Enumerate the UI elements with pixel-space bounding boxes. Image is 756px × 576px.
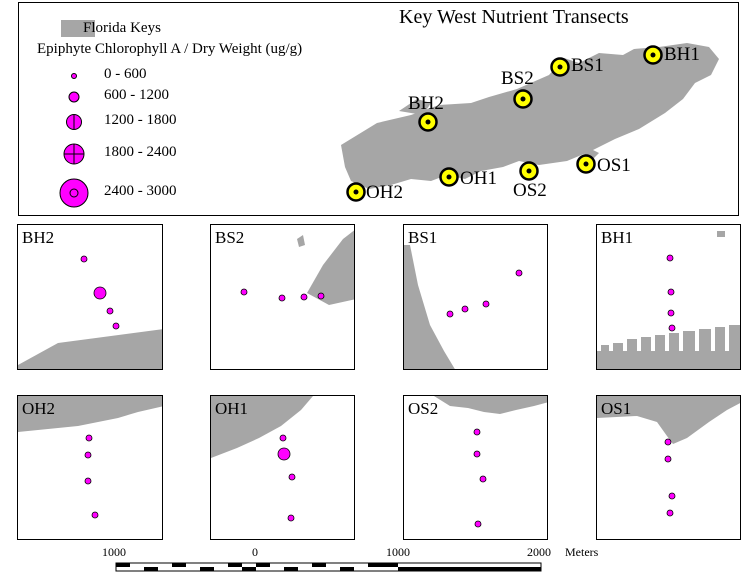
sample-point <box>668 492 676 500</box>
panel-title-os1: OS1 <box>601 399 632 418</box>
panel-title-bs1: BS1 <box>408 228 438 247</box>
panel-title-os2: OS2 <box>408 399 439 418</box>
land-area <box>434 396 547 414</box>
sample-point <box>446 310 454 318</box>
inset-panel-os2: OS2 <box>403 395 548 540</box>
sample-point <box>474 520 482 528</box>
station-label-bh1: BH1 <box>664 44 700 65</box>
sample-point <box>482 300 490 308</box>
land-area <box>597 396 740 444</box>
station-bs1-marker <box>550 57 570 77</box>
panel-title-bh2: BH2 <box>22 228 55 247</box>
sample-point <box>667 288 675 296</box>
overview-map: Florida Keys Epiphyte Chlorophyll A / Dr… <box>18 2 739 216</box>
inset-panel-bs1: BS1 <box>403 224 548 370</box>
station-bh1-marker <box>643 45 663 65</box>
land-area <box>597 231 740 369</box>
inset-panel-os1: OS1 <box>596 395 741 540</box>
panel-title-oh1: OH1 <box>215 399 249 418</box>
sample-point <box>106 307 114 315</box>
panel-title-bs2: BS2 <box>215 228 245 247</box>
scale-label-0: 0 <box>252 545 258 559</box>
scale-label-2000: 2000 <box>527 545 551 559</box>
station-label-bs1: BS1 <box>571 55 604 76</box>
inset-panel-bs2: BS2 <box>210 224 355 370</box>
sample-point <box>479 475 487 483</box>
legend-title: Epiphyte Chlorophyll A / Dry Weight (ug/… <box>37 41 303 57</box>
sample-point <box>300 293 308 301</box>
florida-keys-swatch <box>61 20 95 37</box>
land-area <box>297 235 305 247</box>
land-area <box>211 396 313 458</box>
sample-point <box>84 477 92 485</box>
sample-point <box>666 254 674 262</box>
station-label-oh2: OH2 <box>366 182 403 203</box>
sample-point <box>279 434 287 442</box>
overview-map-canvas <box>59 20 719 208</box>
station-bs2-marker <box>513 89 533 109</box>
land-area <box>404 245 455 369</box>
inset-panel-bh2: BH2 <box>17 224 163 370</box>
sample-point <box>461 305 469 313</box>
panel-title-bh1: BH1 <box>601 228 634 247</box>
panel-title-oh2: OH2 <box>22 399 56 418</box>
sample-point <box>80 255 88 263</box>
sample-point <box>288 473 296 481</box>
station-label-bs2: BS2 <box>501 68 534 89</box>
map-title: Key West Nutrient Transects <box>399 6 629 28</box>
sample-point <box>515 269 523 277</box>
legend-class-1-label: 0 - 600 <box>104 66 147 82</box>
sample-point <box>278 294 286 302</box>
florida-keys-land <box>341 43 719 189</box>
sample-point <box>667 309 675 317</box>
sample-point <box>277 447 291 461</box>
station-label-os1: OS1 <box>597 155 631 176</box>
sample-point <box>664 455 672 463</box>
station-markers <box>346 45 663 202</box>
sample-point <box>85 434 93 442</box>
sample-point <box>668 324 676 332</box>
sample-point <box>91 511 99 519</box>
sample-point <box>93 286 107 300</box>
sample-point <box>666 509 674 517</box>
station-oh1-marker <box>439 167 459 187</box>
station-bh2-marker <box>418 112 438 132</box>
legend-florida-keys-label: Florida Keys <box>83 20 161 36</box>
land-area <box>307 230 354 305</box>
land-area <box>18 329 162 369</box>
sample-point <box>84 451 92 459</box>
inset-panel-bh1: BH1 <box>596 224 741 370</box>
station-label-os2: OS2 <box>513 180 547 201</box>
station-os2-marker <box>519 161 539 181</box>
legend-symbols <box>59 73 89 208</box>
station-label-bh2: BH2 <box>408 93 444 114</box>
legend-class-4-label: 1800 - 2400 <box>104 144 177 160</box>
station-label-oh1: OH1 <box>460 168 497 189</box>
scale-label-1000-left: 1000 <box>102 545 126 559</box>
legend-class-5-label: 2400 - 3000 <box>104 183 177 199</box>
inset-panel-oh1: OH1 <box>210 395 355 540</box>
sample-point <box>664 438 672 446</box>
station-os1-marker <box>576 154 596 174</box>
station-oh2-marker <box>346 182 366 202</box>
sample-point <box>112 322 120 330</box>
inset-panel-oh2: OH2 <box>17 395 163 540</box>
scale-units-label: Meters <box>565 545 599 559</box>
sample-point <box>473 428 481 436</box>
legend-class-2-label: 600 - 1200 <box>104 87 169 103</box>
sample-point <box>287 514 295 522</box>
sample-point <box>240 288 248 296</box>
sample-point <box>473 450 481 458</box>
sample-point <box>317 292 325 300</box>
scale-label-1000: 1000 <box>386 545 410 559</box>
legend-class-3-label: 1200 - 1800 <box>104 112 177 128</box>
land-area <box>18 396 162 432</box>
